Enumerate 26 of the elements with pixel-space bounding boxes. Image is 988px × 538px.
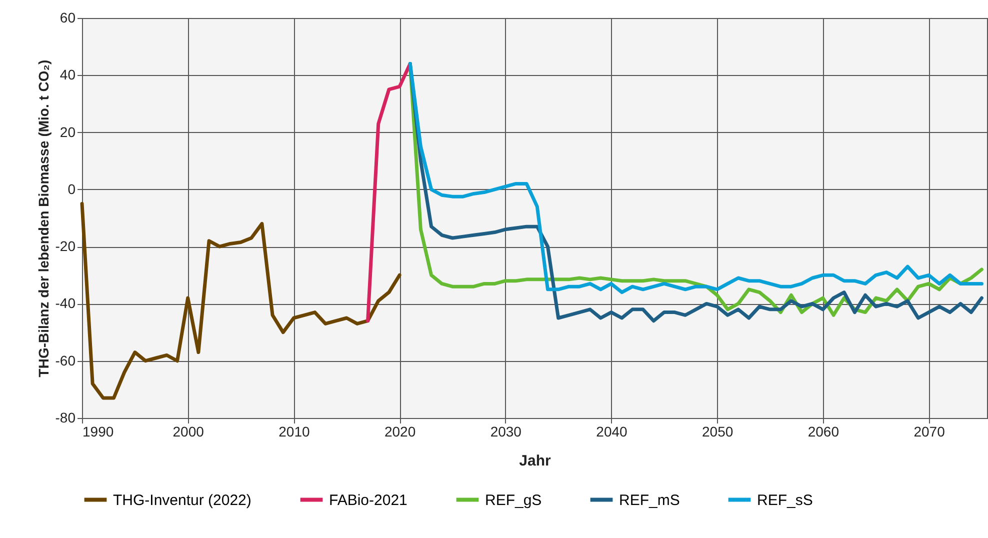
x-tick-label: 2040 [596,424,628,440]
x-tick-label: 1990 [82,424,114,440]
y-tick-label: 0 [68,180,76,197]
x-tick-label: 2020 [384,424,416,440]
legend-label: REF_sS [757,492,813,509]
x-tick-label: 2060 [808,424,840,440]
y-tick-label: 20 [60,124,76,140]
legend-label: THG-Inventur (2022) [113,492,252,509]
y-tick-label: -60 [55,352,76,368]
y-tick-label: 60 [60,10,76,26]
line-series [366,62,412,323]
legend-label: REF_mS [619,492,680,509]
x-tick-label: 2030 [490,424,522,440]
y-tick-label: -20 [55,238,76,254]
x-tick-label: 2050 [702,424,734,440]
legend-label: REF_gS [485,492,542,509]
y-tick-label: -40 [55,295,76,312]
line-series [80,202,402,400]
y-tick-label: -80 [55,410,76,426]
y-tick-label: 40 [60,66,76,83]
legend-label: FABio-2021 [329,492,408,509]
x-axis-title: Jahr [519,452,552,470]
x-tick-label: 2010 [278,424,310,440]
y-axis-title: THG-Bilanz der lebenden Biomasse (Mio. t CO₂) [35,60,52,378]
x-tick-label: 2070 [914,424,946,440]
x-tick-label: 2000 [172,424,204,440]
